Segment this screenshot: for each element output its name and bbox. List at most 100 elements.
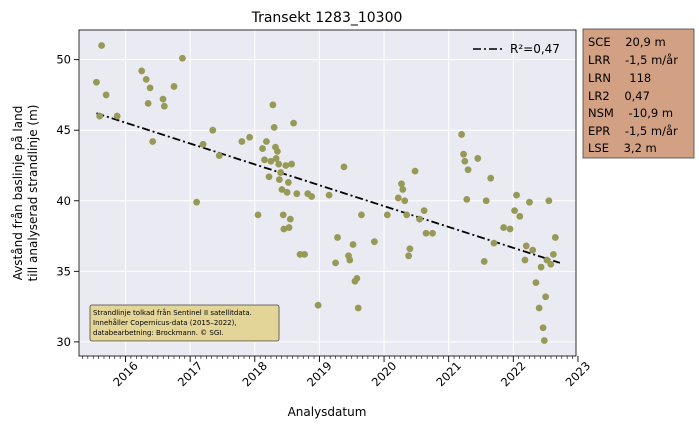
stats-row-lrr: LRR -1,5 m/år bbox=[588, 53, 678, 67]
y-tick-label: 40 bbox=[56, 194, 71, 208]
data-point bbox=[511, 207, 519, 215]
data-point bbox=[526, 198, 533, 206]
data-point bbox=[406, 245, 414, 253]
data-point bbox=[238, 138, 246, 145]
legend: R²=0,47 bbox=[473, 42, 560, 56]
x-axis: 2016 2017 2018 2019 2020 2021 2022 2023 bbox=[82, 356, 593, 389]
data-point bbox=[93, 78, 100, 86]
data-point bbox=[142, 75, 150, 83]
data-point bbox=[138, 67, 146, 75]
data-point bbox=[482, 197, 490, 205]
data-point bbox=[325, 191, 333, 199]
data-point bbox=[274, 147, 281, 155]
x-tick-label: 2022 bbox=[498, 359, 529, 390]
data-point bbox=[270, 123, 278, 131]
data-point bbox=[267, 157, 275, 165]
data-point bbox=[246, 133, 254, 141]
y-tick-label: 50 bbox=[56, 53, 71, 67]
data-point bbox=[513, 191, 520, 199]
data-point bbox=[149, 138, 157, 145]
scatter-points bbox=[93, 42, 559, 344]
data-point bbox=[160, 102, 168, 110]
data-point bbox=[490, 239, 498, 247]
data-point bbox=[480, 258, 488, 265]
data-point bbox=[416, 215, 423, 223]
data-point bbox=[283, 188, 291, 196]
data-point bbox=[522, 242, 530, 250]
data-point bbox=[539, 324, 547, 332]
data-point bbox=[540, 337, 548, 344]
grid bbox=[79, 30, 576, 356]
data-point bbox=[349, 241, 357, 248]
data-point bbox=[370, 238, 378, 246]
data-point bbox=[354, 304, 362, 312]
x-tick-label: 2016 bbox=[110, 359, 141, 390]
data-point bbox=[98, 42, 106, 49]
data-point bbox=[458, 131, 466, 138]
data-point bbox=[461, 157, 469, 165]
data-point bbox=[293, 190, 301, 198]
data-point bbox=[209, 126, 217, 134]
data-point bbox=[420, 207, 428, 215]
y-tick-label: 45 bbox=[56, 123, 71, 137]
data-point bbox=[532, 279, 540, 287]
stats-row-epr: EPR -1,5 m/år bbox=[588, 124, 678, 138]
data-point bbox=[277, 169, 285, 176]
data-point bbox=[282, 162, 290, 169]
data-point bbox=[535, 304, 543, 312]
data-point bbox=[199, 140, 207, 148]
data-point bbox=[401, 197, 409, 205]
stats-row-nsm: NSM -10,9 m bbox=[588, 106, 673, 120]
data-point bbox=[411, 167, 419, 175]
data-point bbox=[506, 225, 514, 233]
data-point bbox=[399, 186, 407, 193]
data-point bbox=[278, 186, 286, 193]
data-point bbox=[551, 234, 559, 241]
note-line-3: databearbetning: Brockmann. © SGI. bbox=[93, 329, 224, 337]
data-point bbox=[215, 152, 223, 160]
data-point bbox=[146, 84, 154, 92]
stats-box-background bbox=[582, 28, 695, 159]
x-tick-label: 2020 bbox=[369, 359, 400, 390]
data-point bbox=[464, 166, 472, 174]
plot-frame bbox=[78, 29, 577, 357]
data-point bbox=[403, 211, 411, 219]
x-axis-label: Analysdatum bbox=[288, 405, 367, 419]
x-tick-label: 2019 bbox=[304, 359, 335, 390]
data-point bbox=[332, 259, 339, 267]
stats-row-lse: LSE 3,2 m bbox=[588, 141, 657, 155]
stats-box: SCE 20,9 m LRR -1,5 m/år LRN 118 LR2 0,4… bbox=[582, 28, 695, 159]
data-point bbox=[263, 138, 270, 145]
data-point bbox=[288, 160, 296, 168]
data-point bbox=[301, 250, 308, 258]
data-point bbox=[463, 195, 471, 203]
data-point bbox=[193, 198, 201, 206]
data-point bbox=[261, 156, 268, 164]
data-point bbox=[285, 224, 293, 231]
trend-line-group bbox=[96, 112, 561, 264]
data-point bbox=[358, 211, 365, 219]
data-point bbox=[113, 112, 121, 120]
data-point bbox=[547, 260, 555, 268]
data-point bbox=[102, 91, 110, 99]
y-axis-label-line-1: Avstånd från baslinje på land bbox=[11, 106, 25, 281]
data-point bbox=[529, 246, 537, 254]
data-point bbox=[516, 212, 524, 220]
data-point bbox=[308, 193, 316, 200]
data-point bbox=[265, 173, 273, 181]
data-point bbox=[286, 215, 294, 223]
data-point bbox=[254, 211, 262, 219]
data-point bbox=[275, 160, 283, 168]
y-tick-label: 35 bbox=[56, 264, 71, 278]
x-tick-label: 2018 bbox=[239, 359, 270, 390]
data-point bbox=[179, 54, 186, 62]
data-point bbox=[398, 180, 405, 188]
x-tick-label: 2017 bbox=[175, 359, 206, 390]
y-axis: 30 35 40 45 50 bbox=[56, 53, 79, 349]
data-point bbox=[549, 250, 557, 258]
data-point bbox=[500, 224, 508, 231]
data-point bbox=[170, 83, 178, 90]
data-point bbox=[429, 229, 436, 237]
data-point bbox=[279, 211, 287, 219]
